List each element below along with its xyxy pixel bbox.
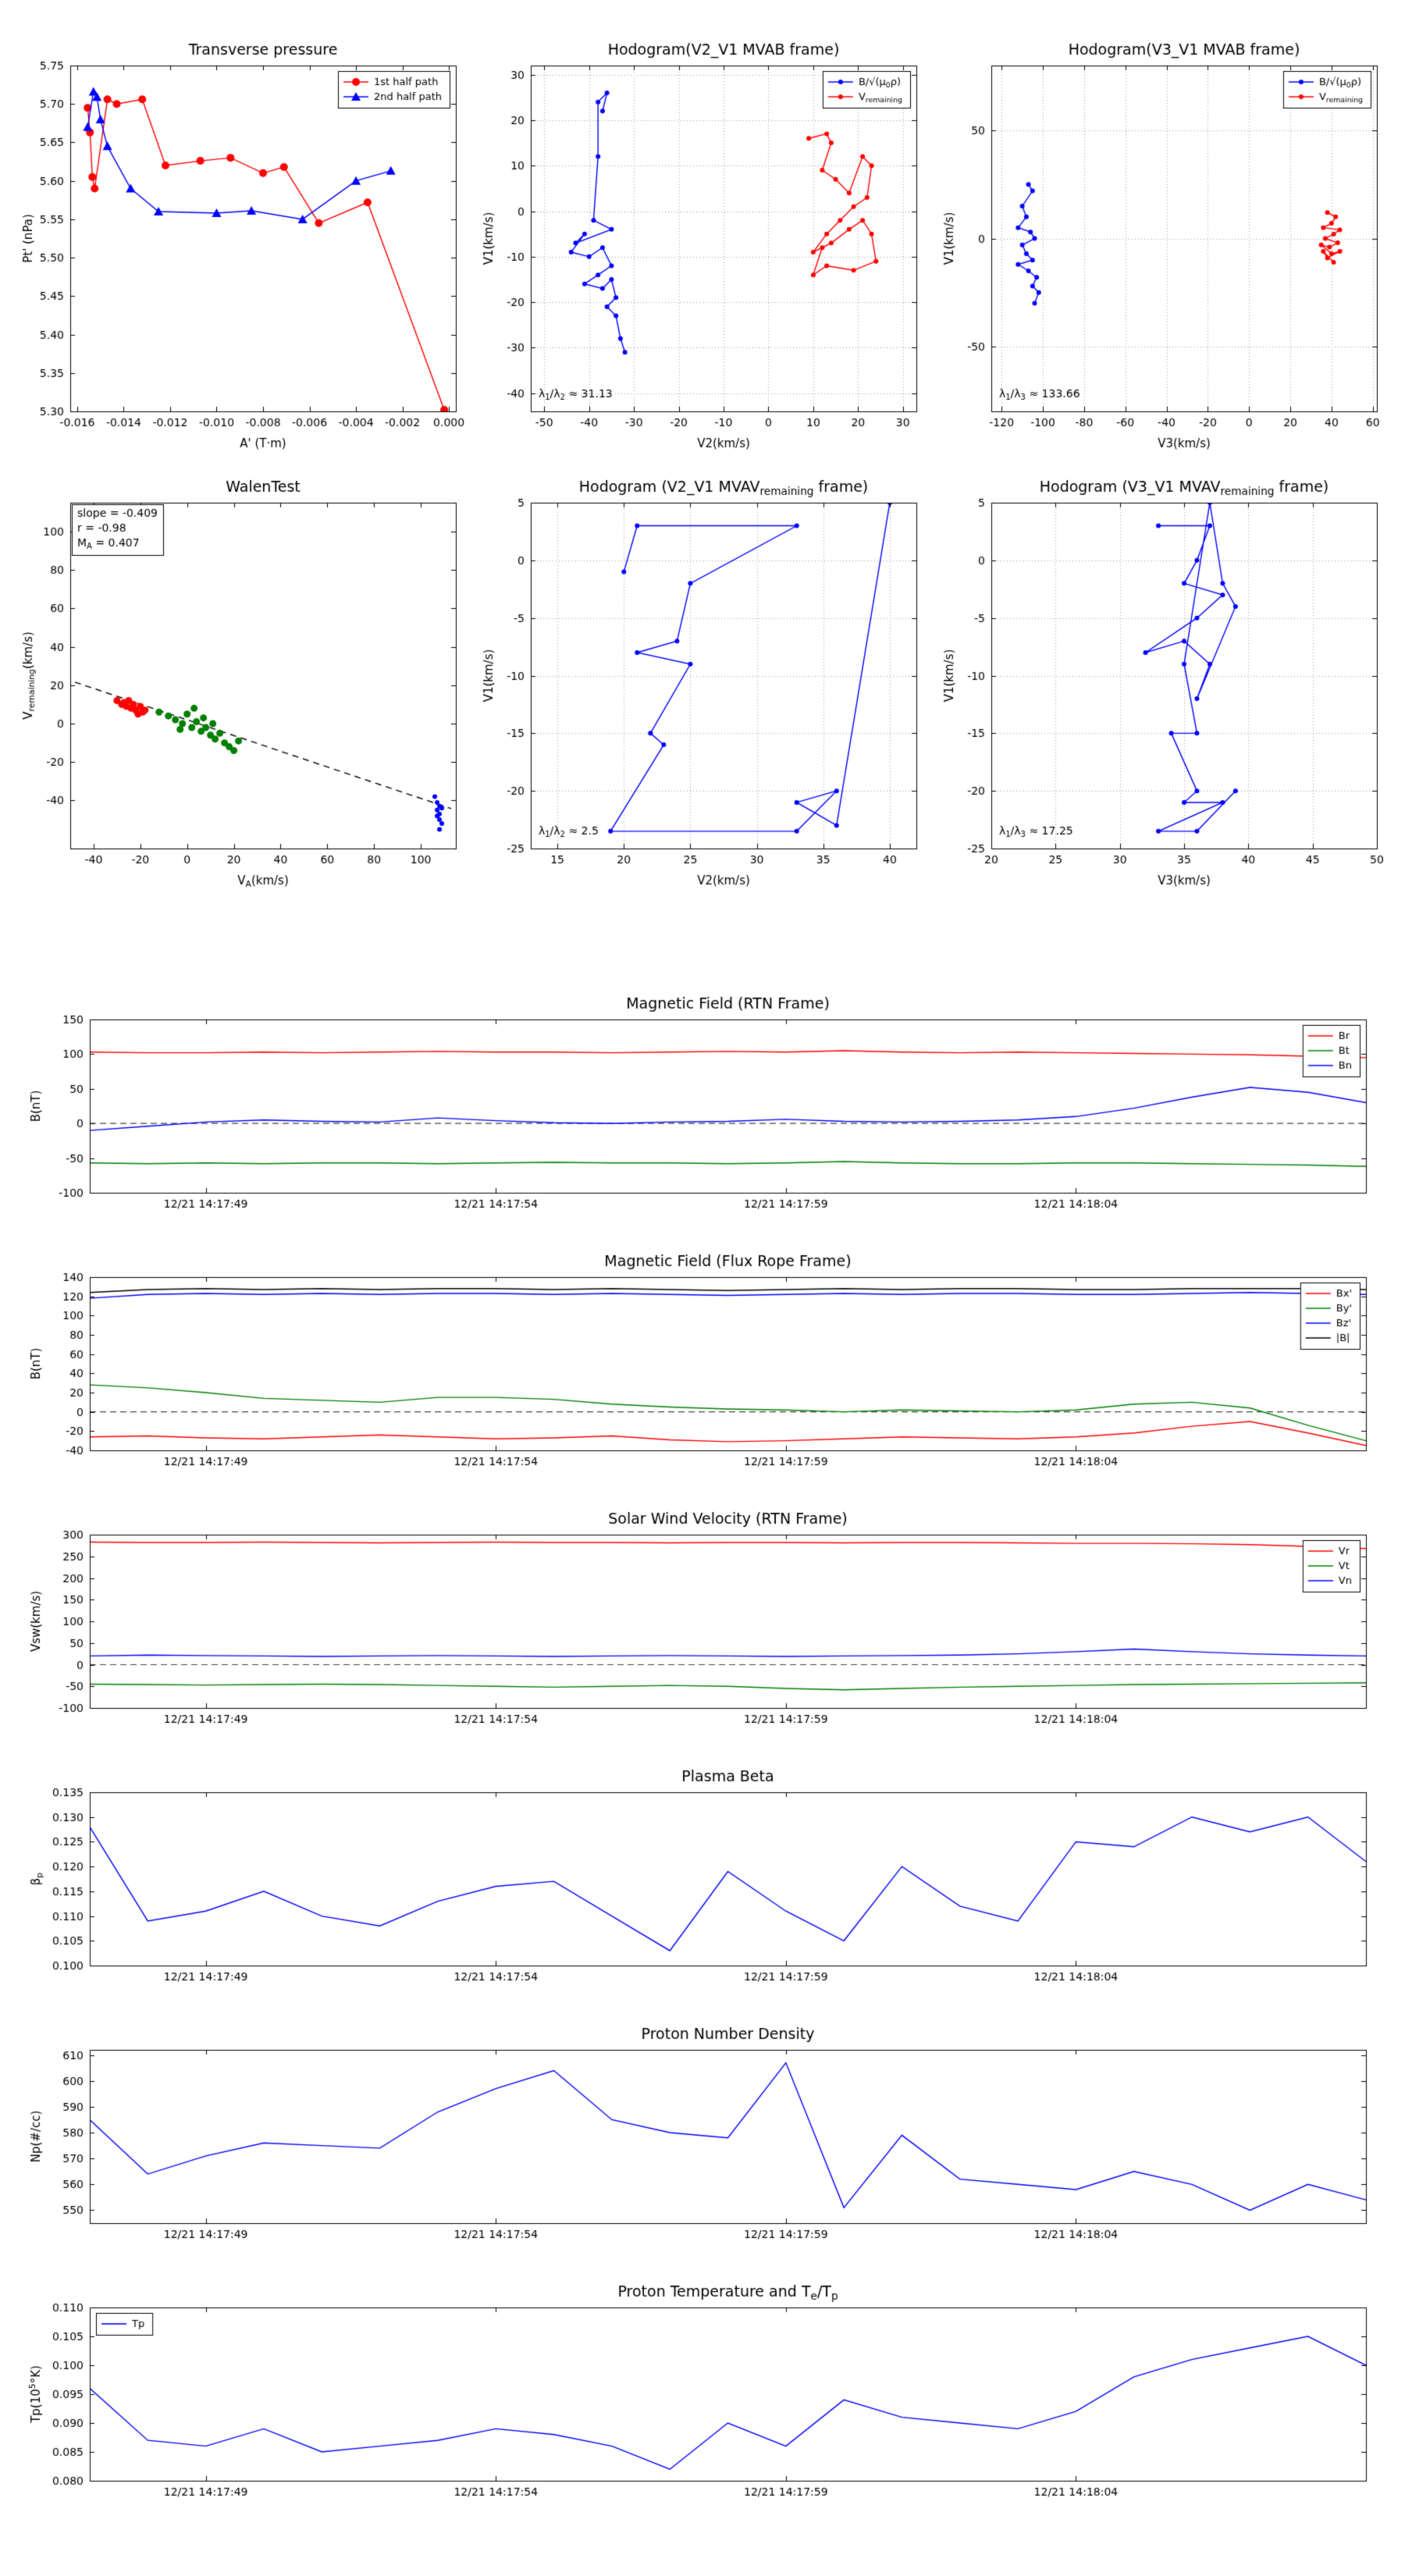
chart-magnetic-field-rtn [23, 991, 1382, 1226]
solar-wind-velocity-plot [23, 1507, 1382, 1741]
chart-proton-temperature [23, 2279, 1382, 2514]
walen-test-plot [16, 468, 468, 894]
chart-hodogram-v2v1-mvab [476, 31, 929, 457]
chart-hodogram-v2v1-mvav [476, 468, 929, 894]
plasma-beta-plot [23, 1764, 1382, 1998]
hodogram-v2v1-mvav-plot [476, 468, 929, 894]
hodogram-v2v1-mvab-plot [476, 31, 929, 457]
chart-solar-wind-velocity [23, 1507, 1382, 1741]
chart-magnetic-field-fluxrope [23, 1249, 1382, 1483]
chart-hodogram-v3v1-mvav [937, 468, 1389, 894]
chart-walen-test [16, 468, 468, 894]
proton-temperature-plot [23, 2279, 1382, 2514]
proton-density-plot [23, 2022, 1382, 2256]
transverse-pressure-plot [16, 31, 468, 457]
hodogram-v3v1-mvav-plot [937, 468, 1389, 894]
chart-hodogram-v3v1-mvab [937, 31, 1389, 457]
chart-proton-density [23, 2022, 1382, 2256]
hodogram-v3v1-mvab-plot [937, 31, 1389, 457]
magnetic-field-rtn-plot [23, 991, 1382, 1226]
magnetic-field-fluxrope-plot [23, 1249, 1382, 1483]
chart-transverse-pressure [16, 31, 468, 457]
chart-plasma-beta [23, 1764, 1382, 1998]
